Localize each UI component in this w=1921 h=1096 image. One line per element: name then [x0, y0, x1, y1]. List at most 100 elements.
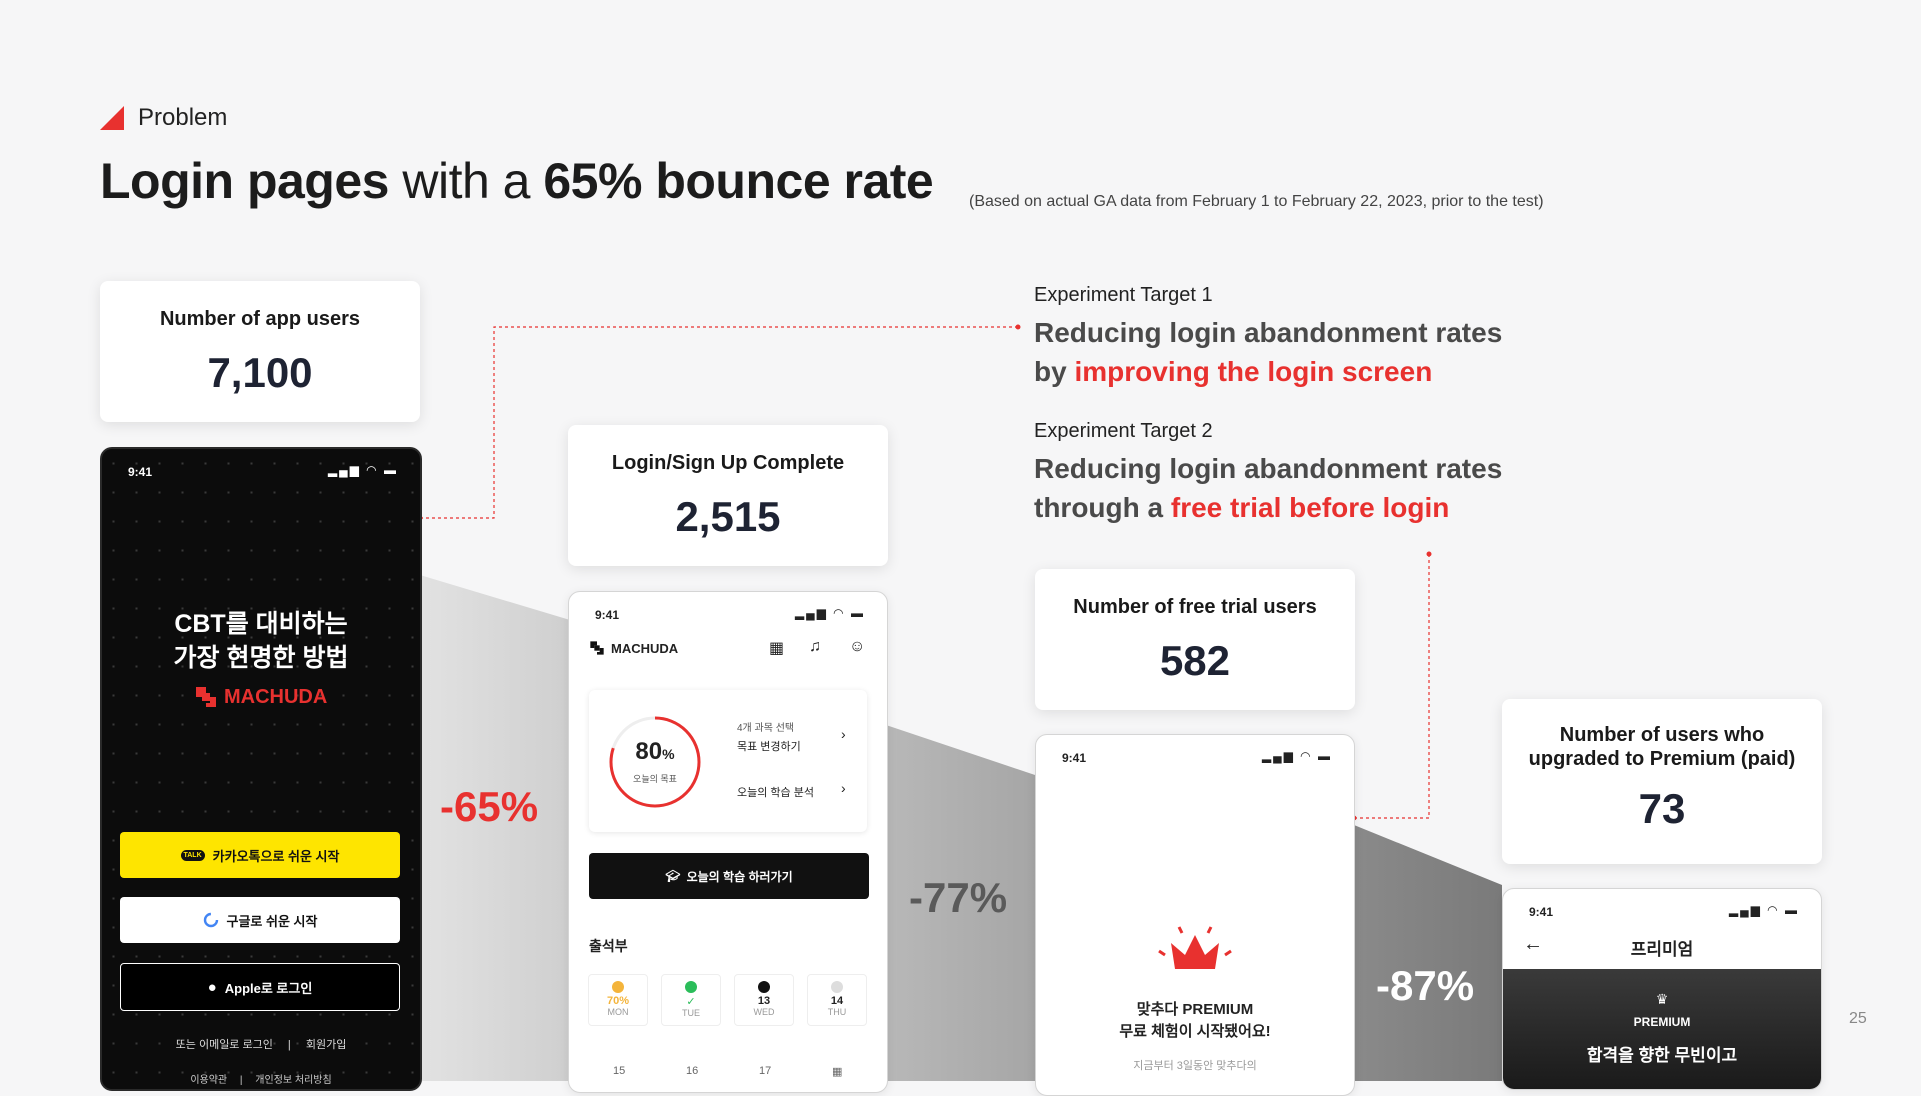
status-dot — [831, 981, 843, 993]
goal-percent: 80% — [635, 738, 675, 765]
calendar-icon[interactable]: ▦ — [832, 1066, 843, 1078]
crown-small-icon: ♛ — [1655, 991, 1669, 1007]
machuda-logo-icon — [590, 641, 604, 655]
brand-name: MACHUDA — [611, 640, 679, 656]
phone-trial-screen: 9:41 ▂▄▆ ◠ ▬ 맞추다 PREMIUM 무료 체험이 시작됐어요! 지… — [1035, 734, 1355, 1096]
card-label: Login/Sign Up Complete — [611, 452, 845, 474]
trial-line2: 무료 체험이 시작됐어요! — [1119, 1023, 1271, 1040]
footer-links: 이용약관 | 개인정보 처리방침 — [102, 1071, 420, 1086]
premium-headline: 합격을 향한 무빈이고 — [1586, 1046, 1738, 1065]
brand-name: MACHUDA — [224, 685, 328, 708]
trial-subtext: 지금부터 3일동안 맞추다의 — [1133, 1060, 1257, 1072]
drop-percent-1: -65% — [440, 783, 539, 830]
status-dot — [612, 981, 624, 993]
experiment-1-line1: Reducing login abandonment rates — [1034, 317, 1503, 348]
goal-progress-ring — [609, 716, 701, 808]
trial-message: 맞추다 PREMIUM 무료 체험이 시작됐어요! — [1036, 999, 1354, 1043]
google-label: 구글로 쉬운 시작 — [226, 913, 318, 929]
google-icon — [203, 912, 218, 928]
headline-line1: CBT를 대비하는 — [174, 610, 348, 638]
day-value: 13 — [757, 995, 771, 1007]
status-time: 9:41 — [595, 608, 620, 622]
status-icons: ▂▄▆ ◠ ▬ — [794, 606, 865, 620]
kakao-talk-icon: TALK — [180, 849, 205, 861]
status-time: 9:41 — [1062, 751, 1087, 765]
study-button[interactable]: 🎓︎ 오늘의 학습 하러가기 — [589, 853, 869, 899]
status-time: 9:41 — [128, 465, 153, 479]
card-value: 2,515 — [675, 493, 781, 540]
attendance-title: 출석부 — [589, 938, 628, 954]
chevron-right-icon: › — [841, 726, 846, 742]
graduation-cap-icon: 🎓︎ — [665, 869, 681, 883]
apple-label: Apple로 로그인 — [224, 980, 313, 996]
kakao-login-button[interactable]: TALK 카카오톡으로 쉬운 시작 — [120, 832, 400, 878]
card-value: 582 — [1159, 637, 1231, 684]
status-dot — [685, 981, 697, 993]
screen-title: 프리미엄 — [1630, 940, 1694, 959]
status-icons: ▂▄▆ ◠ ▬ — [1261, 749, 1332, 763]
page-number: 25 — [1849, 1010, 1867, 1027]
chevron-right-icon: › — [841, 780, 846, 796]
experiment-2-caption: Experiment Target 2 — [1034, 420, 1213, 442]
signup-link[interactable]: 회원가입 — [305, 1039, 347, 1051]
apple-login-button[interactable]: ● Apple로 로그인 — [120, 963, 400, 1011]
problem-mark-icon — [100, 106, 124, 130]
goal-card: 80% 오늘의 목표 4개 과목 선택 목표 변경하기 › 오늘의 학습 분석 … — [589, 690, 867, 832]
back-arrow-icon[interactable]: ← — [1523, 933, 1543, 955]
premium-badge: PREMIUM — [1633, 1015, 1691, 1029]
day-value: ✓ — [686, 996, 696, 1008]
machuda-logo-icon — [196, 687, 216, 707]
drop-percent-2: -77% — [909, 874, 1008, 921]
login-headline: CBT를 대비하는 가장 현명한 방법 — [102, 607, 420, 675]
apple-icon: ● — [207, 978, 217, 996]
card-label-line1: Number of users who — [1559, 724, 1765, 746]
email-login-link[interactable]: 또는 이메일로 로그인 — [175, 1039, 273, 1051]
goal-item-subjects[interactable]: 4개 과목 선택 목표 변경하기 — [737, 723, 801, 753]
status-dot — [758, 981, 770, 993]
drop-percent-3: -87% — [1376, 962, 1475, 1009]
login-links: 또는 이메일로 로그인 | 회원가입 — [102, 1036, 420, 1052]
link-divider: | — [287, 1039, 291, 1051]
card-label-line2: upgraded to Premium (paid) — [1528, 748, 1796, 770]
bell-icon[interactable]: ♫ — [809, 638, 821, 655]
trial-line1: 맞추다 PREMIUM — [1136, 1001, 1254, 1018]
experiment-2-line2: through a free trial before login — [1034, 492, 1450, 523]
phone-login-screen: 9:41 ▂▄▆ ◠ ▬ CBT를 대비하는 가장 현명한 방법 MACHUDA… — [100, 447, 422, 1091]
day-value: 70% — [606, 995, 630, 1007]
store-icon[interactable]: ▦ — [769, 640, 785, 657]
app-header: MACHUDA — [589, 640, 678, 656]
status-icons: ▂▄▆ ◠ ▬ — [1728, 903, 1799, 917]
page-title: Login pages with a 65% bounce rate — [100, 153, 934, 209]
kakao-label: 카카오톡으로 쉬운 시작 — [212, 848, 340, 864]
section-label: Problem — [138, 104, 228, 131]
google-login-button[interactable]: 구글로 쉬운 시작 — [120, 897, 400, 943]
card-value: 7,100 — [207, 349, 313, 396]
status-time: 9:41 — [1529, 905, 1554, 919]
phone-home-screen: 9:41 ▂▄▆ ◠ ▬ MACHUDA ▦ ♫ ☺ 80% 오늘의 목표 4개… — [568, 591, 888, 1093]
day-weekday: MON — [607, 1007, 629, 1017]
profile-icon[interactable]: ☺ — [849, 638, 866, 655]
card-premium: Number of users who upgraded to Premium … — [1502, 699, 1822, 864]
crown-icon — [1158, 926, 1232, 969]
card-label: Number of free trial users — [1073, 596, 1317, 618]
attendance-day: 70% MON — [588, 974, 648, 1026]
attendance-day: 13 WED — [734, 974, 794, 1026]
experiment-2-line1: Reducing login abandonment rates — [1034, 453, 1503, 484]
day-weekday: WED — [753, 1007, 775, 1017]
experiment-1-caption: Experiment Target 1 — [1034, 284, 1213, 306]
day-value: 14 — [830, 995, 844, 1007]
card-label: Number of app users — [159, 308, 361, 330]
card-value: 73 — [1638, 785, 1686, 832]
day-weekday: THU — [827, 1007, 847, 1017]
goal-item-analysis[interactable]: 오늘의 학습 분석 — [737, 787, 814, 799]
goal-label: 오늘의 목표 — [633, 774, 677, 784]
day-weekday: TUE — [682, 1008, 700, 1018]
attendance-day: 14 THU — [807, 974, 867, 1026]
attendance-day: ✓ TUE — [661, 974, 721, 1026]
card-login-complete: Login/Sign Up Complete 2,515 — [568, 425, 888, 566]
card-free-trial: Number of free trial users 582 — [1035, 569, 1355, 710]
phone-premium-screen: 9:41 ▂▄▆ ◠ ▬ ← 프리미엄 ♛ PREMIUM 합격을 향한 무빈이… — [1502, 888, 1822, 1090]
page-subtitle: (Based on actual GA data from February 1… — [969, 193, 1544, 210]
status-icons: ▂▄▆ ◠ ▬ — [327, 463, 398, 477]
